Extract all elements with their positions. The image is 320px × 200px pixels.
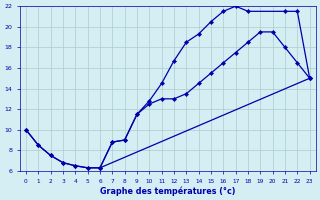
X-axis label: Graphe des températures (°c): Graphe des températures (°c) — [100, 186, 236, 196]
